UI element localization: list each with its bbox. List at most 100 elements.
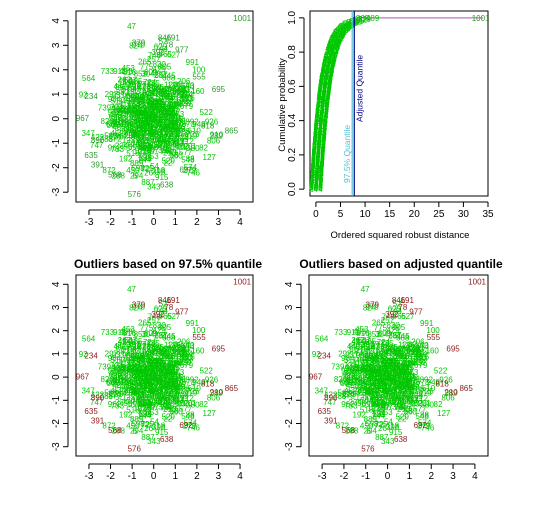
point-mark: 529 xyxy=(388,371,402,380)
point-mark: 230 xyxy=(131,105,145,114)
point-mark: 173 xyxy=(111,368,125,377)
ecdf-point: 881 xyxy=(323,55,337,64)
point-mark: 763 xyxy=(375,372,389,381)
point-mark: 583 xyxy=(363,383,377,392)
x-tick-label: -1 xyxy=(128,217,137,228)
point-mark: 737 xyxy=(143,403,157,412)
point-mark: 210 xyxy=(110,375,124,384)
point-mark: 232 xyxy=(358,366,372,375)
point-mark: 626 xyxy=(172,381,186,390)
point-mark: 872 xyxy=(102,166,116,175)
point-mark: 94 xyxy=(161,347,170,356)
point-mark: 181 xyxy=(358,353,372,362)
point-mark: 740 xyxy=(159,130,173,139)
point-mark: 116 xyxy=(128,118,141,127)
ecdf-point: 624 xyxy=(321,64,335,73)
point-mark: 774 xyxy=(158,374,172,383)
point-mark: 712 xyxy=(415,394,429,403)
ecdf-point: 54 xyxy=(312,174,321,183)
ecdf-point: 97 xyxy=(321,79,330,88)
labeled-point: 234 xyxy=(84,352,98,361)
ecdf-point: 452 xyxy=(315,105,329,114)
point-mark: 500 xyxy=(132,115,146,124)
point-mark: 775 xyxy=(372,380,386,389)
point-mark: 310 xyxy=(166,134,180,143)
ecdf-point: 933 xyxy=(322,61,336,70)
point-mark: 995 xyxy=(388,374,402,383)
point-mark: 397 xyxy=(136,369,150,378)
point-mark: 711 xyxy=(160,371,173,380)
labeled-point: 391 xyxy=(91,417,105,426)
point-mark: 443 xyxy=(373,368,387,377)
ecdf-point: 720 xyxy=(316,100,330,109)
point-mark: 294 xyxy=(130,427,144,436)
point-mark: 52 xyxy=(393,299,402,308)
ecdf-point: 529 xyxy=(342,20,356,29)
point-mark: 974 xyxy=(180,90,194,99)
point-mark: 279 xyxy=(183,166,197,175)
x-tick-label: -3 xyxy=(318,471,327,482)
ecdf-point: 693 xyxy=(312,138,326,147)
point-mark: 315 xyxy=(149,386,163,395)
x-tick-label: -2 xyxy=(106,471,115,482)
point-mark: 445 xyxy=(396,332,410,341)
y-tick-label: 0.4 xyxy=(287,113,298,127)
point-mark: 231 xyxy=(388,331,402,340)
point-mark: 918 xyxy=(346,375,360,384)
ecdf-point: 262 xyxy=(337,24,351,33)
ecdf-point: 586 xyxy=(310,180,324,189)
point-mark: 391 xyxy=(378,372,392,381)
point-mark: 271 xyxy=(165,381,179,390)
point-mark: 42 xyxy=(118,77,127,86)
point-mark: 675 xyxy=(407,377,421,386)
point-mark: 351 xyxy=(397,366,411,375)
ecdf-point: 504 xyxy=(311,156,325,165)
point-mark: 102 xyxy=(389,345,403,354)
point-mark: 450 xyxy=(126,166,140,175)
point-mark: 966 xyxy=(141,122,155,131)
point-mark: 100 xyxy=(148,98,162,107)
point-mark: 889 xyxy=(383,398,397,407)
point-mark: 626 xyxy=(406,381,420,390)
point-mark: 741 xyxy=(394,404,408,413)
x-tick-label: 4 xyxy=(237,217,243,228)
point-mark: 176 xyxy=(367,346,381,355)
point-mark: 343 xyxy=(147,437,161,446)
point-mark: 204 xyxy=(168,130,182,139)
point-mark: 814 xyxy=(158,397,172,406)
point-mark: 518 xyxy=(360,406,374,415)
point-mark: 133 xyxy=(164,109,178,118)
point-mark: 793 xyxy=(394,367,408,376)
point-mark: 140 xyxy=(363,388,377,397)
point-mark: 538 xyxy=(153,347,167,356)
point-mark: 760 xyxy=(130,370,144,379)
point-mark: 133 xyxy=(164,368,178,377)
point-mark: 289 xyxy=(358,389,372,398)
point-mark: 719 xyxy=(385,393,399,402)
point-mark: 741 xyxy=(160,404,174,413)
labeled-point: 818 xyxy=(201,122,215,131)
point-mark: 653 xyxy=(372,399,386,408)
point-mark: 239 xyxy=(150,376,164,385)
point-mark: 183 xyxy=(137,97,151,106)
ecdf-point: 489 xyxy=(366,14,380,23)
point-mark: 511 xyxy=(344,356,357,365)
point-mark: 306 xyxy=(396,352,410,361)
point-mark: 353 xyxy=(355,382,369,391)
labeled-point: 555 xyxy=(427,333,441,342)
point-mark: 265 xyxy=(401,363,415,372)
ecdf-point: 913 xyxy=(315,106,329,115)
point-mark: 415 xyxy=(142,401,156,410)
point-mark: 801 xyxy=(148,372,162,381)
point-mark: 416 xyxy=(170,376,184,385)
point-mark: 610 xyxy=(188,384,202,393)
point-mark: 290 xyxy=(167,371,181,380)
ecdf-point: 649 xyxy=(314,116,328,125)
point-mark: 693 xyxy=(181,342,195,351)
ecdf-point: 119 xyxy=(321,67,334,76)
point-mark: 166 xyxy=(159,370,173,379)
point-mark: 115 xyxy=(135,366,148,375)
point-mark: 840 xyxy=(147,111,161,120)
point-mark: 308 xyxy=(142,81,156,90)
point-mark: 122 xyxy=(134,404,148,413)
